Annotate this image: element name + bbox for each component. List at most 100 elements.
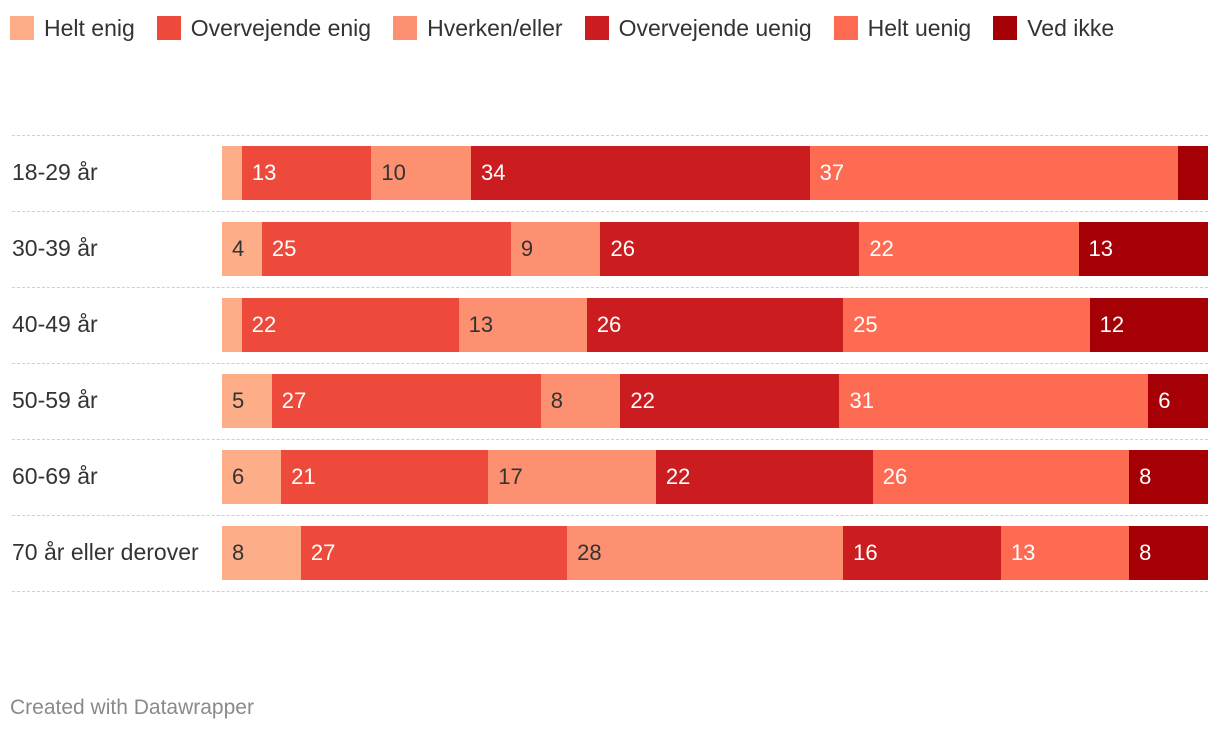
legend-item: Helt enig bbox=[10, 15, 135, 42]
data-label: 27 bbox=[281, 388, 307, 413]
legend-swatch bbox=[993, 16, 1018, 40]
row-divider bbox=[12, 363, 1208, 364]
data-label: 22 bbox=[869, 236, 894, 261]
legend-label: Hverken/eller bbox=[427, 14, 563, 41]
legend-swatch bbox=[584, 16, 609, 40]
bar-segment bbox=[241, 146, 372, 200]
bar-segment bbox=[222, 222, 262, 276]
bar-segment bbox=[859, 222, 1079, 276]
data-label: 37 bbox=[819, 160, 845, 185]
bar-segment bbox=[1078, 222, 1208, 276]
bar-segment bbox=[600, 222, 860, 276]
bar-segment bbox=[222, 450, 282, 504]
data-label: 34 bbox=[480, 160, 506, 185]
bar-segment bbox=[1178, 146, 1208, 200]
bar-segment bbox=[222, 526, 301, 580]
legend-label: Helt enig bbox=[44, 14, 135, 41]
data-label: 25 bbox=[853, 312, 878, 337]
bar-segment bbox=[586, 298, 844, 352]
data-label: 13 bbox=[1010, 540, 1036, 565]
data-label: 28 bbox=[577, 540, 602, 565]
data-label: 21 bbox=[291, 464, 316, 489]
data-label: 8 bbox=[1139, 540, 1152, 565]
bar-segment bbox=[488, 450, 656, 504]
datawrapper-credit[interactable]: Created with Datawrapper bbox=[10, 696, 254, 719]
legend-label: Ved ikke bbox=[1027, 14, 1115, 41]
bar-segment bbox=[261, 222, 511, 276]
bar-segment bbox=[843, 298, 1090, 352]
category-label: 30-39 år bbox=[12, 235, 98, 261]
data-label: 17 bbox=[498, 464, 523, 489]
data-label: 27 bbox=[310, 540, 336, 565]
bar-segment bbox=[222, 298, 242, 352]
bar-segment bbox=[655, 450, 873, 504]
legend-item: Overvejende enig bbox=[156, 14, 372, 42]
data-label: 9 bbox=[520, 236, 534, 261]
legend-item: Helt uenig bbox=[833, 14, 972, 42]
data-label: 13 bbox=[468, 312, 494, 337]
legend-swatch bbox=[156, 16, 181, 40]
bar-segment bbox=[1089, 298, 1208, 352]
legend-swatch bbox=[10, 16, 34, 40]
bar-segment bbox=[1000, 526, 1130, 580]
data-label: 8 bbox=[550, 388, 563, 413]
data-label: 8 bbox=[232, 540, 245, 565]
bar-segment bbox=[1148, 374, 1208, 428]
category-label: 18-29 år bbox=[12, 159, 98, 185]
category-label: 50-59 år bbox=[12, 387, 98, 413]
legend-item: Hverken/eller bbox=[393, 15, 563, 42]
bar-segment bbox=[281, 450, 489, 504]
data-label: 26 bbox=[882, 464, 908, 489]
data-label: 5 bbox=[232, 388, 245, 413]
data-label: 13 bbox=[1088, 236, 1113, 261]
data-label: 22 bbox=[630, 388, 655, 413]
data-label: 22 bbox=[665, 464, 691, 489]
legend-swatch bbox=[393, 16, 418, 40]
bar-segment bbox=[510, 222, 601, 276]
bar-segment bbox=[1129, 450, 1208, 504]
legend-label: Overvejende uenig bbox=[618, 14, 812, 41]
chart-legend: Helt enig Overvejende enig Hverken/eller Ov… bbox=[10, 14, 1136, 42]
category-label: 40-49 år bbox=[12, 311, 98, 337]
bar-segment bbox=[271, 374, 541, 428]
data-label: 31 bbox=[849, 388, 874, 413]
data-label: 4 bbox=[232, 236, 245, 261]
data-label: 6 bbox=[1158, 388, 1171, 413]
legend-swatch bbox=[833, 16, 858, 40]
legend-label: Helt uenig bbox=[867, 14, 972, 41]
data-label: 8 bbox=[1139, 464, 1152, 489]
bar-segment bbox=[300, 526, 568, 580]
legend-label: Overvejende enig bbox=[190, 14, 372, 41]
data-label: 25 bbox=[271, 236, 297, 261]
data-label: 16 bbox=[853, 540, 878, 565]
bar-segment bbox=[540, 374, 621, 428]
data-label: 26 bbox=[610, 236, 635, 261]
data-label: 26 bbox=[596, 312, 622, 337]
bar-segment bbox=[872, 450, 1130, 504]
bar-segment bbox=[809, 146, 1179, 200]
row-divider bbox=[12, 439, 1208, 440]
bar-segment bbox=[620, 374, 840, 428]
bar-segment bbox=[470, 146, 810, 200]
bar-segment bbox=[222, 374, 272, 428]
bar-segment bbox=[458, 298, 587, 352]
row-divider bbox=[12, 211, 1208, 212]
data-label: 22 bbox=[251, 312, 277, 337]
legend-item: Overvejende uenig bbox=[584, 14, 812, 42]
data-label: 12 bbox=[1099, 312, 1125, 337]
data-label: 6 bbox=[232, 464, 245, 489]
bar-segment bbox=[843, 526, 1001, 580]
bar-segment bbox=[1129, 526, 1208, 580]
bar-segment bbox=[839, 374, 1149, 428]
bar-segment bbox=[567, 526, 844, 580]
data-label: 10 bbox=[381, 160, 406, 185]
bar-segment bbox=[371, 146, 471, 200]
row-divider bbox=[12, 591, 1208, 592]
bar-segment bbox=[241, 298, 459, 352]
legend-item: Ved ikke bbox=[993, 15, 1114, 42]
category-label: 60-69 år bbox=[12, 463, 98, 489]
bar-segment bbox=[222, 146, 242, 200]
row-divider bbox=[12, 515, 1208, 516]
category-label: 70 år eller derover bbox=[12, 539, 199, 565]
